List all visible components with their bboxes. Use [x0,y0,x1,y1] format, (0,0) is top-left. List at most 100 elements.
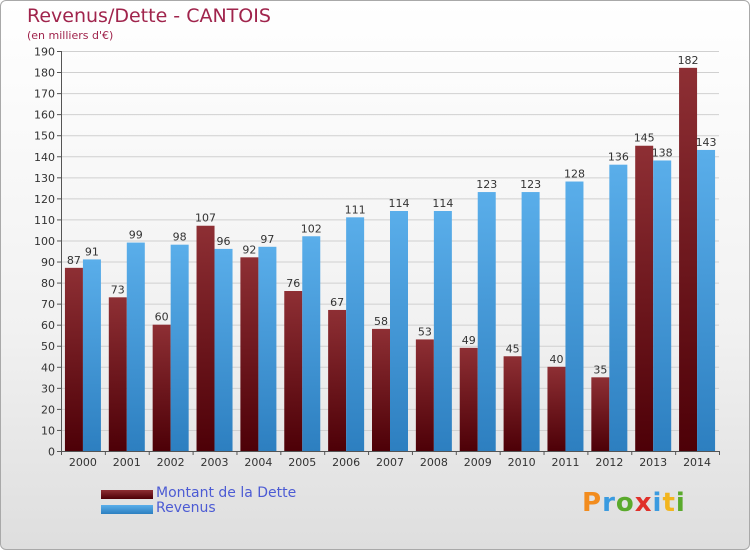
revenue-bar [214,248,233,451]
x-tick-label: 2011 [551,456,579,469]
debt-value-label: 87 [67,254,81,267]
x-tick-label: 2003 [201,456,229,469]
revenue-bar [565,181,584,452]
y-tick-label: 0 [48,446,55,459]
x-tick-label: 2014 [683,456,711,469]
debt-value-label: 73 [111,283,125,296]
debt-bar [108,297,127,451]
debt-bar [503,356,522,451]
revenue-value-label: 128 [564,168,585,181]
revenue-value-label: 97 [260,233,274,246]
revenue-value-label: 143 [696,136,717,149]
chart-subtitle: (en milliers d'€) [27,29,114,42]
x-tick-label: 2000 [69,456,97,469]
y-tick-label: 60 [41,319,55,332]
logo-letter: x [634,488,653,518]
logo-letter: P [582,488,603,518]
y-tick-label: 180 [34,67,55,80]
x-tick-label: 2006 [332,456,360,469]
revenue-bar [258,246,277,451]
revenue-bar [346,217,365,451]
y-tick-label: 130 [34,172,55,185]
legend-label-debt: Montant de la Dette [156,485,297,501]
revenue-bar [433,211,452,451]
revenue-value-label: 138 [652,146,673,159]
y-tick-label: 10 [41,424,55,437]
x-tick-label: 2013 [639,456,667,469]
y-tick-label: 40 [41,361,55,374]
revenue-bar [609,164,628,451]
logo-letter: o [615,488,635,518]
x-tick-label: 2008 [420,456,448,469]
revenue-bar [477,192,496,452]
debt-bar [547,366,566,451]
revenue-value-label: 99 [129,229,143,242]
chart-title: Revenus/Dette - CANTOIS [27,5,271,27]
debt-bar [64,267,83,451]
revenue-bar [697,149,716,451]
debt-bar [240,257,259,451]
y-tick-label: 20 [41,403,55,416]
revenue-bar [82,259,101,451]
revenue-value-label: 136 [608,151,629,164]
x-tick-label: 2007 [376,456,404,469]
y-tick-label: 110 [34,214,55,227]
x-tick-label: 2012 [595,456,623,469]
debt-bar [372,328,390,451]
y-tick-label: 190 [34,46,55,59]
revenue-bar [126,242,145,451]
debt-value-label: 60 [155,311,169,324]
revenue-value-label: 123 [520,178,541,191]
logo-letter: i [675,488,686,518]
debt-bar [679,67,698,451]
y-tick-label: 170 [34,88,55,101]
debt-value-label: 40 [549,353,563,366]
x-tick-label: 2005 [288,456,316,469]
debt-value-label: 145 [634,132,655,145]
legend-swatch-revenue [101,505,153,514]
logo-letter: t [662,488,676,518]
y-tick-label: 70 [41,298,55,311]
y-tick-label: 80 [41,277,55,290]
x-tick-label: 2010 [508,456,536,469]
y-tick-label: 160 [34,109,55,122]
revenue-bar [170,244,189,451]
revenue-value-label: 98 [173,231,187,244]
debt-value-label: 67 [330,296,344,309]
debt-value-label: 182 [678,54,699,67]
debt-value-label: 45 [506,342,520,355]
revenue-bar [653,160,672,451]
logo-letter: i [652,488,663,518]
debt-value-label: 76 [286,277,300,290]
debt-bar [284,291,303,451]
revenue-value-label: 96 [217,235,231,248]
revenue-value-label: 102 [301,222,322,235]
debt-bar [196,225,215,451]
y-tick-label: 30 [41,382,55,395]
y-tick-label: 50 [41,340,55,353]
revenue-bar [302,236,321,451]
proxiti-logo: Proxiti [582,488,686,518]
x-tick-label: 2001 [113,456,141,469]
x-tick-label: 2004 [244,456,272,469]
revenue-value-label: 91 [85,245,99,258]
debt-value-label: 49 [462,334,476,347]
debt-bar [635,145,654,451]
revenue-bar [521,192,540,452]
bars [64,67,716,452]
debt-value-label: 58 [374,315,388,328]
debt-value-label: 107 [195,212,216,225]
revenue-value-label: 123 [476,178,497,191]
revenue-value-label: 114 [432,197,453,210]
legend-label-revenue: Revenus [156,500,216,516]
axes: 0 10 20 30 40 50 60 70 80 90 100 110 120 130 140 150 160… [34,46,720,469]
y-tick-label: 150 [34,130,55,143]
revenue-value-label: 114 [389,197,410,210]
debt-bar [152,324,171,451]
logo-letter: r [602,488,616,518]
y-tick-label: 140 [34,151,55,164]
debt-value-label: 92 [242,243,256,256]
x-tick-label: 2009 [464,456,492,469]
